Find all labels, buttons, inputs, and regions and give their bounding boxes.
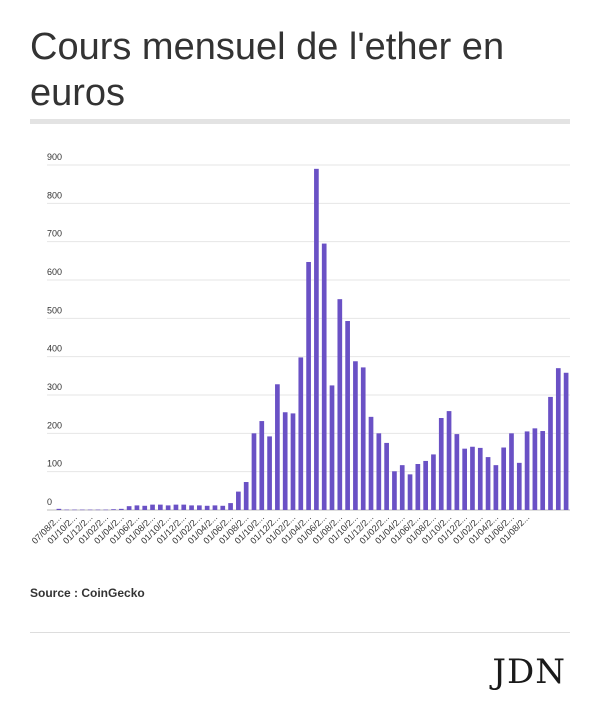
y-tick-label: 200 <box>47 420 62 430</box>
bar <box>321 243 327 510</box>
bar <box>173 504 179 510</box>
y-tick-label: 600 <box>47 267 62 277</box>
bar <box>493 465 499 510</box>
bars <box>56 168 569 511</box>
bar <box>282 412 288 510</box>
bar <box>392 471 397 510</box>
bar <box>103 509 109 511</box>
bar <box>477 447 483 510</box>
bar <box>353 361 358 510</box>
bar <box>548 396 553 510</box>
bar <box>462 448 467 510</box>
bar <box>118 508 124 510</box>
bar <box>212 505 218 510</box>
y-tick-label: 800 <box>47 190 62 200</box>
bar <box>189 505 194 510</box>
bar <box>111 509 116 510</box>
y-tick-label: 0 <box>47 497 52 507</box>
bar <box>454 434 460 510</box>
bar <box>72 509 77 511</box>
bar <box>345 321 350 510</box>
title-divider <box>30 119 570 124</box>
bar <box>158 504 163 510</box>
bar <box>220 505 226 510</box>
bar <box>298 357 304 510</box>
bar-chart: 0 100 200 300 400 500 600 700 800 900 07/08/2...0… <box>30 152 570 546</box>
bar <box>501 447 507 510</box>
bar <box>509 433 514 510</box>
bar <box>555 368 561 510</box>
bar <box>415 464 421 510</box>
chart-title: Cours mensuel de l'ether en euros <box>30 26 505 114</box>
bar <box>275 384 280 510</box>
bar <box>259 421 265 510</box>
jdn-logo: JDN <box>492 652 566 692</box>
bar <box>204 505 210 510</box>
bar <box>251 433 257 510</box>
bar <box>79 509 85 511</box>
y-tick-label: 900 <box>47 152 62 162</box>
bar <box>384 442 389 510</box>
y-tick-label: 500 <box>47 305 62 315</box>
bar <box>165 505 171 510</box>
bar <box>516 462 522 510</box>
bar <box>306 261 311 510</box>
bar <box>236 491 241 510</box>
bar <box>134 505 140 510</box>
bar <box>126 506 132 510</box>
y-axis-ticks: 0 100 200 300 400 500 600 700 800 900 <box>47 152 62 507</box>
bar <box>446 411 452 510</box>
bar <box>399 465 405 510</box>
bar <box>524 431 530 510</box>
bar <box>407 474 413 510</box>
bar <box>64 509 70 511</box>
footer-divider <box>30 632 570 633</box>
bar <box>360 367 366 510</box>
bar <box>228 503 233 510</box>
bar <box>181 504 187 510</box>
x-axis-ticks: 07/08/2...01/10/2...01/12/2...01/02/2...… <box>30 512 532 546</box>
bar <box>329 385 335 510</box>
bar <box>243 482 249 510</box>
bar <box>142 505 148 510</box>
bar <box>485 457 491 510</box>
bar <box>423 460 428 510</box>
y-tick-label: 300 <box>47 382 62 392</box>
bar <box>56 508 62 510</box>
bar <box>314 168 319 511</box>
bar <box>267 436 272 510</box>
bar <box>197 505 202 510</box>
bar <box>563 372 569 510</box>
bar <box>368 416 374 510</box>
bar <box>438 418 444 510</box>
bar <box>376 433 382 510</box>
bar <box>87 509 93 511</box>
bar <box>337 299 343 510</box>
source-note: Source : CoinGecko <box>30 586 145 600</box>
y-tick-label: 100 <box>47 459 62 469</box>
bar <box>290 413 296 510</box>
bar <box>150 504 155 510</box>
bar <box>532 428 538 510</box>
y-tick-label: 700 <box>47 229 62 239</box>
bar <box>470 446 475 510</box>
bar <box>431 454 436 510</box>
y-tick-label: 400 <box>47 344 62 354</box>
bar <box>540 431 546 510</box>
bar <box>95 509 101 511</box>
